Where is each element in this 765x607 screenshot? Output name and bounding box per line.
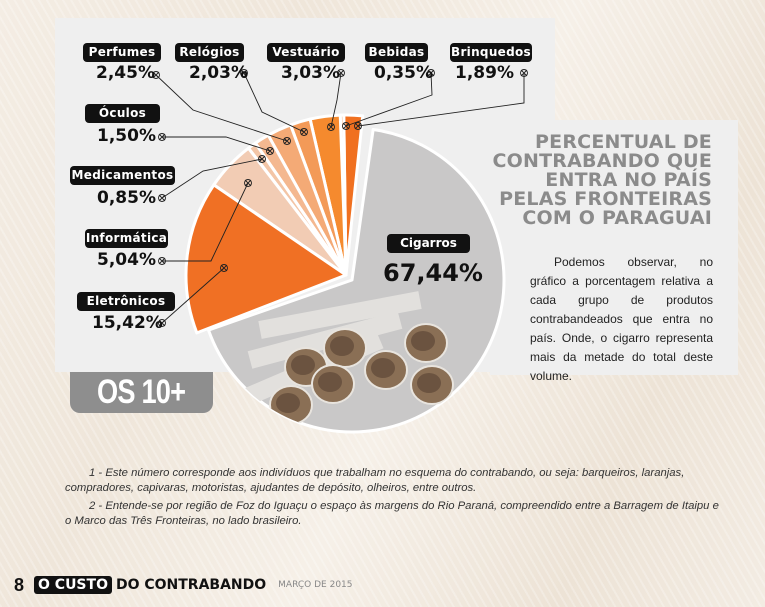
- cigarettes-illustration: [236, 291, 454, 425]
- value-relogios: 2,03%: [189, 63, 248, 83]
- marker-cross-icon: [152, 71, 160, 79]
- title-line: CONTRABANDO QUE: [492, 150, 712, 172]
- marker-icon: [244, 179, 252, 187]
- marker-cross-icon: [240, 69, 248, 77]
- marker-icon: [152, 71, 160, 79]
- title-line: PERCENTUAL DE: [535, 131, 712, 153]
- label-medicamentos: Medicamentos: [70, 166, 175, 185]
- marker-cross-icon: [327, 123, 335, 131]
- marker-icon: [342, 122, 350, 130]
- label-informatica: Informática: [85, 229, 168, 248]
- leader-line-medicamentos: [161, 158, 263, 199]
- label-oculos: Óculos: [85, 104, 160, 123]
- marker-cross-icon: [337, 69, 345, 77]
- top10-badge: OS 10+: [70, 372, 213, 413]
- marker-icon: [158, 257, 166, 265]
- marker-icon: [220, 264, 228, 272]
- marker-cross-icon: [220, 264, 228, 272]
- leader-line-informatica: [162, 182, 249, 262]
- marker-icon: [337, 69, 345, 77]
- marker-icon: [520, 69, 528, 77]
- value-medicamentos: 0,85%: [97, 188, 156, 208]
- value-informatica: 5,04%: [97, 250, 156, 270]
- badge-text: OS 10+: [97, 373, 186, 411]
- leader-line-perfumes: [155, 74, 288, 142]
- tobacco-texture: [417, 373, 441, 393]
- value-vestuario: 3,03%: [281, 63, 340, 83]
- title-line: ENTRA NO PAÍS: [545, 169, 712, 191]
- value-brinquedos: 1,89%: [455, 63, 514, 83]
- value-bebidas: 0,35%: [374, 63, 433, 83]
- marker-cross-icon: [300, 128, 308, 136]
- label-bebidas: Bebidas: [365, 43, 428, 62]
- marker-icon: [158, 319, 166, 327]
- marker-icon: [266, 147, 274, 155]
- page-number: 8: [14, 574, 25, 595]
- marker-cross-icon: [158, 257, 166, 265]
- marker-icon: [354, 122, 362, 130]
- leader-line-relogios: [243, 72, 305, 133]
- marker-icon: [258, 155, 266, 163]
- marker-icon: [158, 133, 166, 141]
- label-relogios: Relógios: [175, 43, 244, 62]
- leader-line-brinquedos: [357, 73, 525, 127]
- marker-cross-icon: [266, 147, 274, 155]
- label-vestuario: Vestuário: [267, 43, 345, 62]
- title-line: COM O PARAGUAI: [522, 207, 712, 229]
- description-text: Podemos observar, no gráfico a porcentag…: [530, 255, 713, 383]
- tobacco-texture: [291, 355, 315, 375]
- marker-cross-icon: [158, 319, 166, 327]
- footnote-2: 2 - Entende-se por região de Foz do Igua…: [65, 500, 719, 527]
- marker-cross-icon: [158, 194, 166, 202]
- cigarette-body: [258, 291, 422, 339]
- leader-line-vestuario: [330, 72, 342, 128]
- tobacco-texture: [411, 331, 435, 351]
- marker-icon: [300, 128, 308, 136]
- value-perfumes: 2,45%: [96, 63, 155, 83]
- marker-cross-icon: [244, 179, 252, 187]
- label-brinquedos: Brinquedos: [450, 43, 532, 62]
- footnotes: 1 - Este número corresponde aos indivídu…: [65, 466, 725, 532]
- label-perfumes: Perfumes: [83, 43, 161, 62]
- page-footer: 8 O CUSTO DO CONTRABANDO MARÇO DE 2015: [14, 575, 353, 595]
- marker-cross-icon: [258, 155, 266, 163]
- publication-brand: DO CONTRABANDO: [115, 577, 267, 593]
- chart-title: PERCENTUAL DE CONTRABANDO QUE ENTRA NO P…: [472, 133, 712, 228]
- marker-cross-icon: [283, 137, 291, 145]
- marker-icon: [158, 194, 166, 202]
- marker-icon: [327, 123, 335, 131]
- tobacco-texture: [371, 358, 395, 378]
- leader-line-oculos: [162, 136, 271, 152]
- marker-icon: [240, 69, 248, 77]
- tobacco-texture: [330, 336, 354, 356]
- marker-icon: [283, 137, 291, 145]
- text-panel: [490, 120, 738, 375]
- marker-icon: [427, 69, 435, 77]
- footnote-1: 1 - Este número corresponde aos indivídu…: [65, 467, 685, 494]
- label-cigarros: Cigarros: [387, 234, 470, 253]
- leader-line-bebidas: [345, 72, 433, 127]
- label-eletronicos: Eletrônicos: [77, 292, 175, 311]
- marker-cross-icon: [354, 122, 362, 130]
- value-oculos: 1,50%: [97, 126, 156, 146]
- pie-slice-eletronicos: [184, 183, 348, 335]
- value-cigarros: 67,44%: [383, 259, 483, 287]
- tobacco-texture: [276, 393, 300, 413]
- leader-line-eletronicos: [161, 267, 225, 324]
- marker-cross-icon: [427, 69, 435, 77]
- tobacco-texture: [318, 372, 342, 392]
- marker-cross-icon: [520, 69, 528, 77]
- value-eletronicos: 15,42%: [92, 313, 163, 333]
- publication-brand-highlight: O CUSTO: [34, 576, 112, 594]
- marker-cross-icon: [342, 122, 350, 130]
- marker-cross-icon: [158, 133, 166, 141]
- issue-date: MARÇO DE 2015: [278, 580, 353, 590]
- title-line: PELAS FRONTEIRAS: [499, 188, 712, 210]
